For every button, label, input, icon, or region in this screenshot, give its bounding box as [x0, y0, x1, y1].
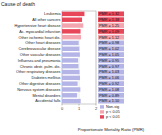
chart: Cause of death 0 1 2 Leukemia All other cance… — [0, 0, 162, 135]
data-label: PMR = 1.10 — [99, 99, 119, 103]
legend-label: p < 0.05 — [106, 110, 120, 114]
category-label: Nervous system diseases — [17, 88, 60, 92]
category-label: Cerebrovascular disease — [19, 47, 61, 51]
legend-swatch — [100, 105, 104, 108]
bar — [62, 29, 81, 33]
category-label: Other respiratory diseases — [16, 70, 61, 74]
data-label: PMR = 1.09 — [99, 30, 119, 34]
tick-label: 2 — [95, 106, 98, 111]
category-label: Leukemia — [44, 12, 61, 16]
label-box — [98, 81, 124, 86]
bar — [62, 99, 81, 103]
bar — [62, 12, 84, 16]
legend-swatch — [100, 110, 104, 113]
bar — [62, 47, 79, 51]
data-label: PMR = 0.98 — [99, 41, 119, 45]
bar — [62, 52, 80, 56]
label-box — [98, 46, 124, 51]
label-box — [98, 93, 124, 98]
category-label: Other heart diseases — [25, 41, 60, 45]
category-label: Diabetes mellitus — [32, 76, 61, 80]
legend-swatch — [100, 115, 104, 118]
bar — [62, 58, 78, 62]
x-axis-label: Proportionate Mortality Ratio (PMR) — [78, 127, 145, 132]
data-label: PMR = 1.06 — [99, 76, 119, 80]
label-box — [98, 70, 124, 75]
plot-frame — [62, 11, 96, 104]
data-label: PMR = 1.12 — [99, 36, 119, 40]
data-label: PMR = 1.05 — [99, 53, 119, 57]
label-box — [98, 58, 124, 63]
label-box — [98, 17, 124, 22]
label-box — [98, 64, 124, 69]
bar — [62, 81, 78, 85]
bar — [62, 76, 80, 80]
data-label: PMR = 1.32 — [99, 12, 119, 16]
category-label: Other vascular diseases — [20, 53, 61, 57]
label-box — [98, 11, 124, 16]
category-label: Accidental falls — [35, 99, 60, 103]
bar — [62, 35, 81, 39]
data-label: PMR = 1.25 — [99, 24, 119, 28]
grid-line — [96, 11, 97, 104]
label-box — [98, 87, 124, 92]
bar — [62, 70, 80, 74]
title: Cause of death — [1, 1, 35, 7]
legend-label: p < 0.01 — [106, 115, 120, 119]
category-label: Other digestive diseases — [19, 82, 61, 86]
bars — [62, 12, 84, 104]
category-label: Chronic obstr. pulm. dis. — [20, 65, 61, 69]
bar — [62, 64, 78, 68]
bar — [62, 18, 82, 22]
category-label: Influenza and pneumonia — [18, 59, 62, 63]
category-label: Mental disorders — [32, 94, 60, 98]
data-label: PMR = 1.18 — [99, 18, 119, 22]
label-box — [98, 52, 124, 57]
legend-label: Non-sig — [106, 105, 119, 109]
data-label: PMR = 0.89 — [99, 94, 119, 98]
bar — [62, 93, 77, 97]
data-label: PMR = 1.03 — [99, 70, 119, 74]
label-box — [98, 29, 124, 34]
label-box — [98, 35, 124, 40]
label-box — [98, 99, 124, 104]
label-box — [98, 23, 124, 28]
data-label: PMR = 1.02 — [99, 47, 119, 51]
category-label: All other cancers — [32, 18, 60, 22]
tick-label: 0 — [61, 106, 64, 111]
data-label: PMR = 0.97 — [99, 65, 119, 69]
data-label: PMR = 0.92 — [99, 82, 119, 86]
label-box — [98, 75, 124, 80]
data-label: PMR = 1.08 — [99, 88, 119, 92]
data-label: PMR = 0.95 — [99, 59, 119, 63]
label-box — [98, 41, 124, 46]
category-label: Ac. myocardial infarction — [19, 30, 60, 34]
category-label: Other ischemic heart dis. — [19, 36, 61, 40]
bar — [62, 87, 80, 91]
category-label: Hypertensive heart disease — [14, 24, 60, 28]
tick-label: 1 — [78, 106, 81, 111]
bar — [62, 41, 79, 45]
bar — [62, 23, 83, 27]
